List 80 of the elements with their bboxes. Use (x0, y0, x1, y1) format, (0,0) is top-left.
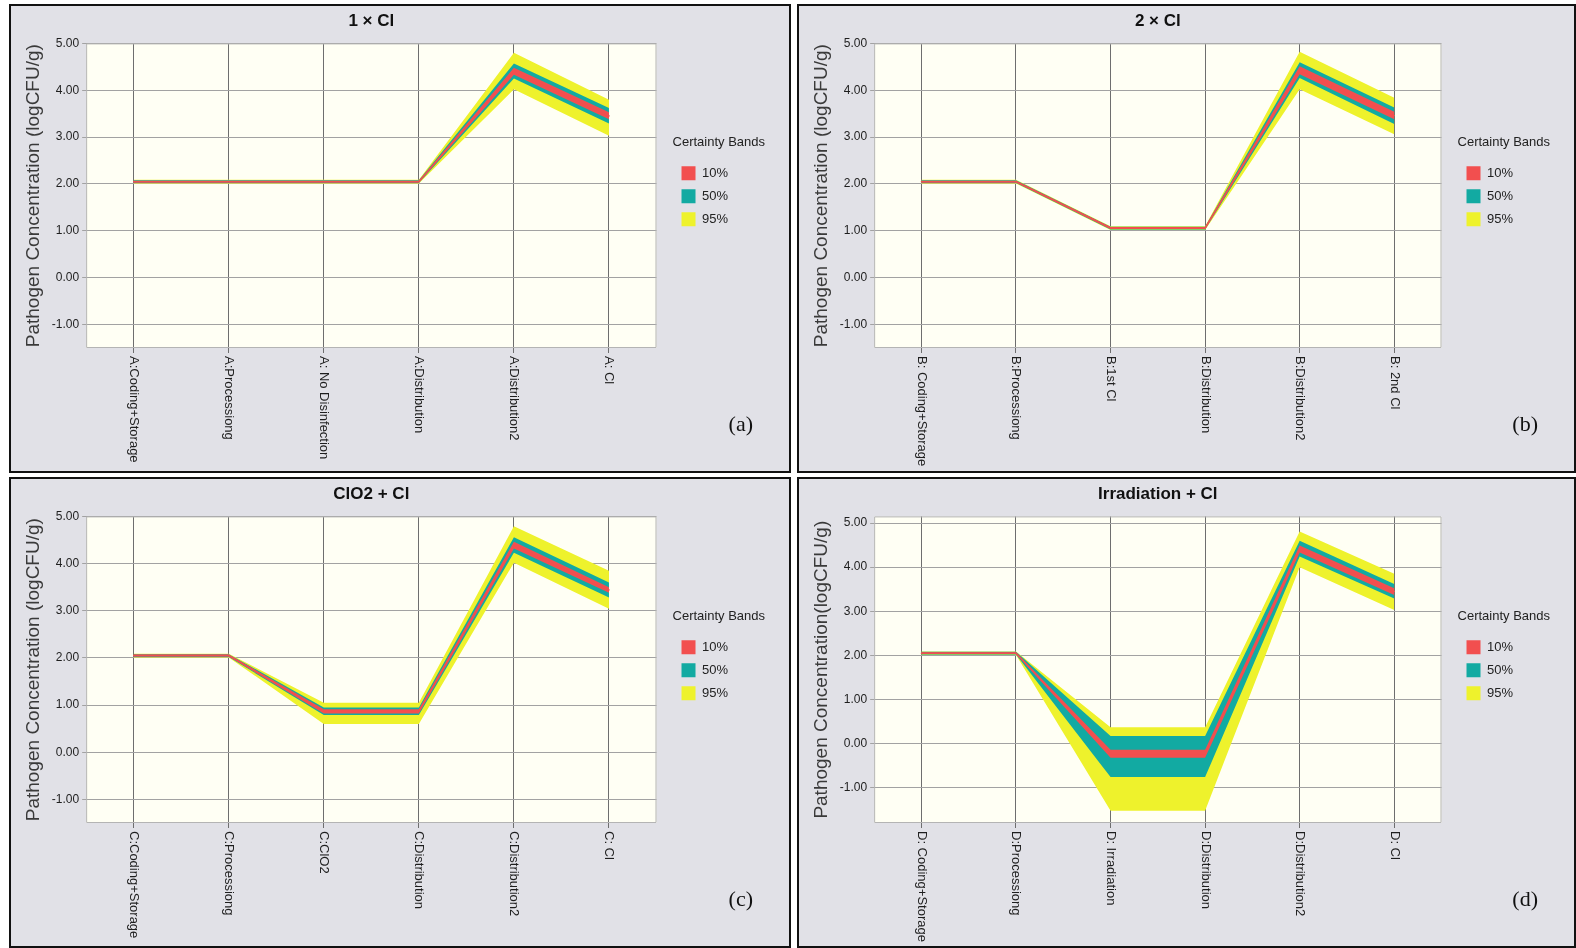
y-axis-title: Pathogen Concentration(logCFU/g) (809, 520, 831, 819)
x-tick-label: C:Coding+Storage (127, 831, 143, 939)
y-tick-label: 0.00 (843, 735, 868, 750)
y-tick-label: 4.00 (55, 555, 80, 570)
x-tick-label: D: Irradiation (1103, 831, 1119, 906)
x-tick-label: B:Processiong (1009, 356, 1025, 440)
y-axis-title: Pathogen Concentration (logCFU/g) (21, 44, 43, 348)
y-tick-label: 3.00 (55, 603, 80, 618)
y-tick-label: 4.00 (843, 559, 868, 574)
y-tick-label: 2.00 (843, 176, 868, 191)
text: (b) (1512, 411, 1538, 437)
y-tick-label: 4.00 (843, 82, 868, 97)
x-tick-label: D: Cl (1387, 831, 1403, 860)
x-tick-label: B: 2nd Cl (1387, 356, 1403, 410)
legend-label: 10% (1487, 638, 1514, 654)
chart-title: ClO2 + Cl (333, 483, 410, 503)
legend-title: Certainty Bands (1457, 607, 1551, 623)
text: (c) (728, 886, 753, 912)
y-tick-label: 0.00 (843, 270, 868, 285)
y-tick-label: 1.00 (55, 697, 80, 712)
legend-label: 10% (702, 164, 729, 180)
y-tick-label: -1.00 (51, 316, 80, 331)
x-tick-label: B:1st Cl (1103, 356, 1119, 402)
y-tick-label: -1.00 (51, 791, 80, 806)
x-tick-label: D:Distribution2 (1293, 831, 1309, 917)
x-tick-label: D:Distribution (1198, 831, 1214, 910)
y-tick-label: 3.00 (843, 129, 868, 144)
y-tick-label: 1.00 (843, 223, 868, 238)
legend-label: 50% (1487, 661, 1514, 677)
y-axis-title: Pathogen Concentration (logCFU/g) (21, 518, 43, 822)
y-tick-label: 0.00 (55, 744, 80, 759)
legend-label: 50% (1487, 187, 1514, 203)
legend-title: Certainty Bands (1457, 133, 1551, 149)
x-tick-label: D: Coding+Storage (914, 831, 930, 942)
y-tick-label: 3.00 (55, 129, 80, 144)
y-axis-title: Pathogen Concentration (logCFU/g) (809, 44, 831, 348)
legend-label: 10% (702, 638, 729, 654)
y-tick-label: 3.00 (843, 603, 868, 618)
y-tick-label: 5.00 (55, 508, 80, 523)
chart-title: 2 × Cl (1134, 10, 1181, 30)
x-tick-label: B:Distribution (1198, 356, 1214, 434)
x-tick-label: A:Coding+Storage (127, 356, 143, 463)
y-tick-label: 2.00 (55, 176, 80, 191)
x-tick-label: D:Processiong (1009, 831, 1025, 916)
y-tick-label: 5.00 (843, 515, 868, 530)
y-tick-label: 0.00 (55, 270, 80, 285)
y-tick-label: -1.00 (839, 316, 868, 331)
x-tick-label: C:ClO2 (317, 831, 333, 874)
legend-label: 50% (702, 661, 729, 677)
x-tick-label: C: Cl (602, 831, 618, 860)
x-tick-label: C:Processiong (222, 831, 238, 916)
y-tick-label: 4.00 (55, 82, 80, 97)
chart-title: Irradiation + Cl (1098, 483, 1218, 503)
y-tick-label: 5.00 (55, 35, 80, 50)
y-tick-label: -1.00 (839, 780, 868, 795)
x-tick-label: A: No Disinfection (317, 356, 333, 460)
text: (a) (728, 411, 753, 437)
chart-title: 1 × Cl (348, 10, 395, 30)
x-tick-label: A:Processiong (222, 356, 238, 440)
x-tick-label: A:Distribution2 (507, 356, 523, 441)
legend-label: 50% (702, 187, 729, 203)
legend-label: 95% (1487, 684, 1514, 700)
x-tick-label: B:Distribution2 (1293, 356, 1309, 441)
legend-title: Certainty Bands (672, 133, 766, 149)
legend-label: 95% (1487, 210, 1514, 226)
x-tick-label: C:Distribution2 (507, 831, 523, 917)
legend-title: Certainty Bands (672, 607, 766, 623)
y-tick-label: 1.00 (55, 223, 80, 238)
x-tick-label: A: Cl (602, 356, 618, 385)
y-tick-label: 5.00 (843, 35, 868, 50)
x-tick-label: A:Distribution (412, 356, 428, 434)
x-tick-label: C:Distribution (412, 831, 428, 910)
legend-label: 95% (702, 210, 729, 226)
y-tick-label: 2.00 (843, 647, 868, 662)
y-tick-label: 2.00 (55, 650, 80, 665)
y-tick-label: 1.00 (843, 691, 868, 706)
legend-label: 95% (702, 684, 729, 700)
text: (d) (1512, 886, 1538, 912)
x-tick-label: B: Coding+Storage (914, 356, 930, 467)
legend-label: 10% (1487, 164, 1514, 180)
